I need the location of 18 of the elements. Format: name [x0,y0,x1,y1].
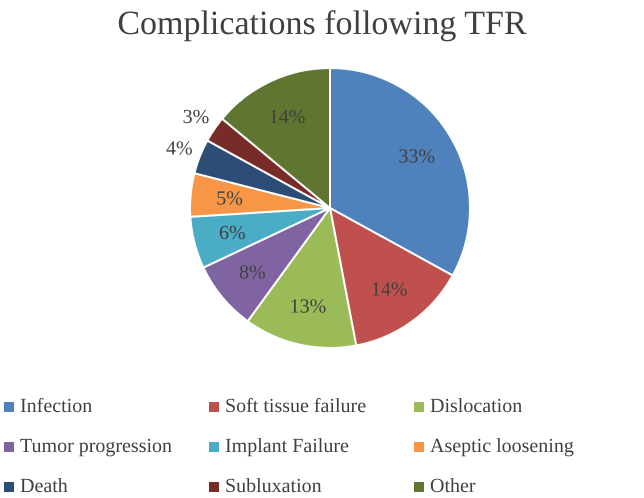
legend-label: Infection [20,395,92,418]
legend-label: Implant Failure [225,435,349,458]
legend-label: Subluxation [225,475,322,498]
data-label: 8% [238,261,266,284]
legend-label: Other [430,475,476,498]
data-label: 6% [219,222,246,244]
data-label: 5% [216,188,243,210]
legend-label: Death [20,475,68,498]
data-label: 13% [290,295,326,318]
data-label: 4% [166,137,193,160]
data-label: 3% [182,106,210,128]
legend-label: Aseptic loosening [430,435,574,458]
legend-label: Dislocation [430,395,522,418]
chart-title: Complications following TFR [116,4,528,44]
legend-label: Soft tissue failure [225,395,366,418]
data-label: 14% [370,278,408,301]
data-label: 33% [398,146,436,168]
legend-label: Tumor progression [20,435,172,458]
